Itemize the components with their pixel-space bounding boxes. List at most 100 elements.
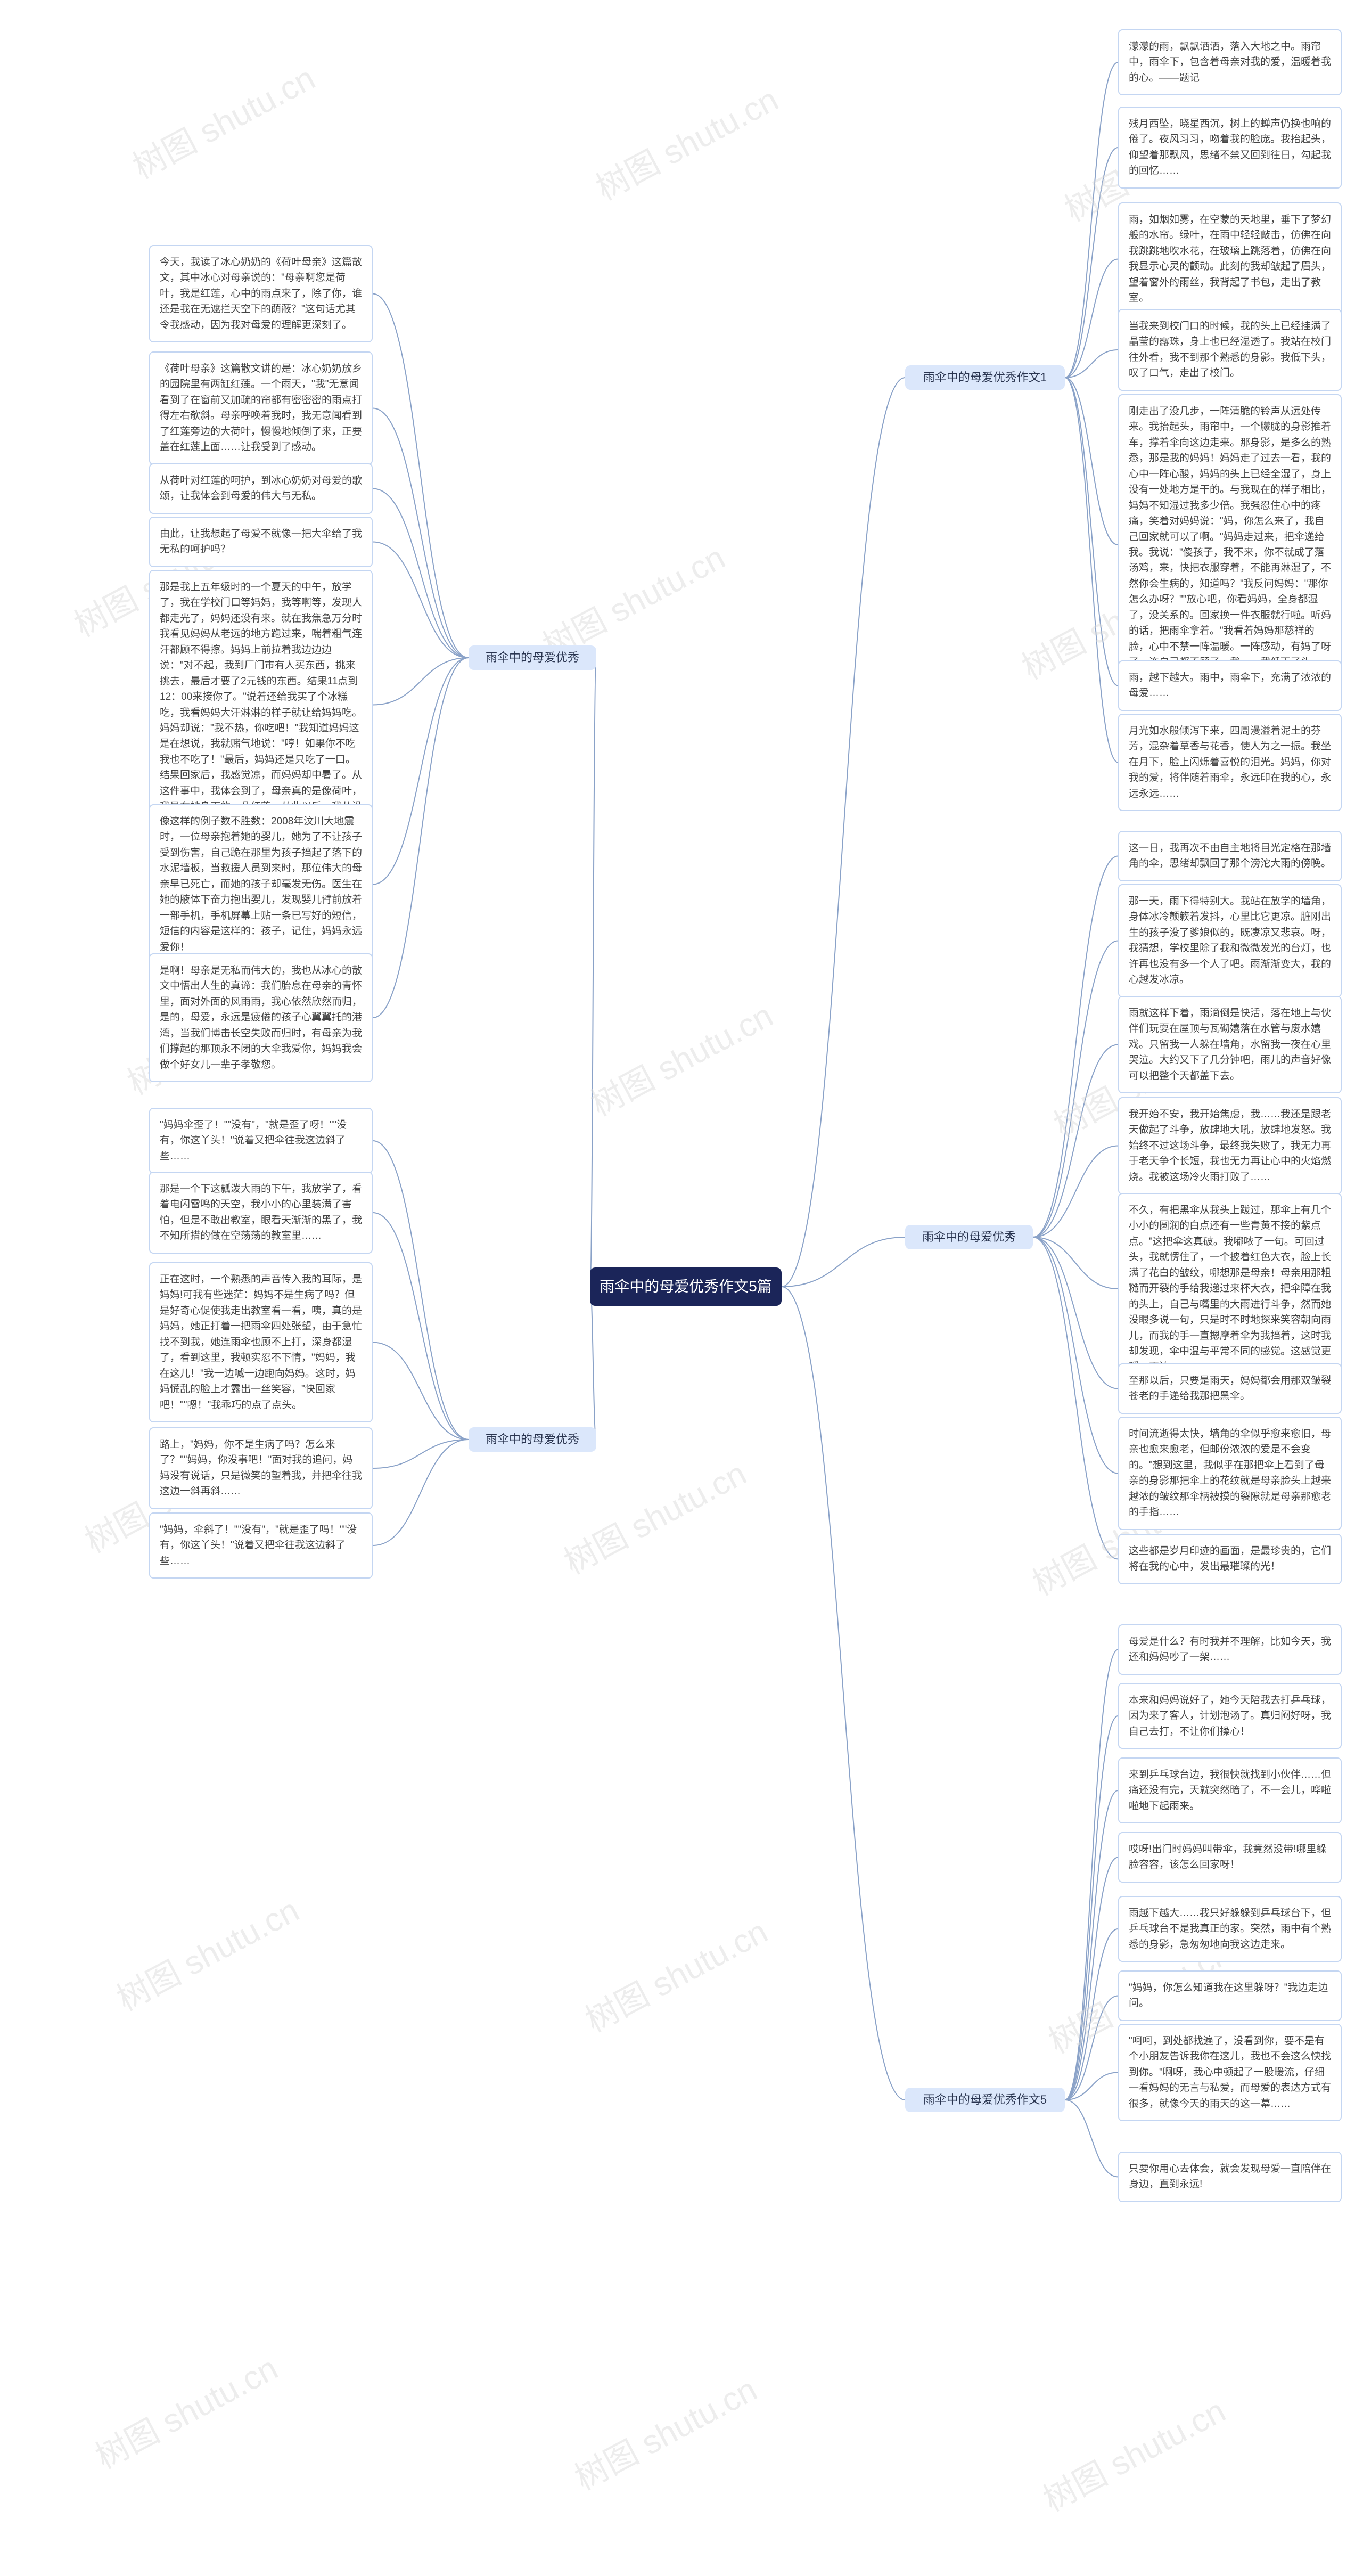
link-path — [1033, 1146, 1118, 1238]
link-path — [373, 1440, 469, 1545]
leaf-text: 从荷叶对红莲的呵护，到冰心奶奶对母爱的歌颂，让我体会到母爱的伟大与无私。 — [160, 475, 362, 502]
link-path — [1065, 1650, 1118, 2100]
leaf-node[interactable]: "妈妈，你怎么知道我在这里躲呀？"我边走边问。 — [1118, 1970, 1342, 2021]
leaf-node[interactable]: 那是一个下这瓢泼大雨的下午，我放学了，看着电闪雷鸣的天空，我小小的心里装满了害怕… — [149, 1172, 373, 1254]
link-path — [1065, 2100, 1118, 2177]
link-path — [1065, 1858, 1118, 2100]
link-path — [1065, 350, 1118, 378]
leaf-text: 时间流逝得太快，墙角的伞似乎愈来愈旧，母亲也愈来愈老，但邮份浓浓的爱是不会变的。… — [1129, 1428, 1331, 1518]
leaf-text: 本来和妈妈说好了，她今天陪我去打乒乓球，因为来了客人，计划泡汤了。真归闷好呀，我… — [1129, 1695, 1331, 1737]
watermark: 树图 shutu.cn — [123, 52, 322, 188]
leaf-text: 雨越下越大……我只好躲躲到乒乓球台下，但乒乓球台不是我真正的家。突然，雨中有个熟… — [1129, 1908, 1331, 1950]
root-label: 雨伞中的母爱优秀作文5篇 — [600, 1275, 772, 1298]
leaf-node[interactable]: "呵呵，到处都找遍了，没看到你，要不是有个小朋友告诉我你在这儿，我也不会这么快找… — [1118, 2024, 1342, 2121]
link-path — [1033, 1237, 1118, 1289]
watermark: 树图 shutu.cn — [576, 1905, 775, 2041]
leaf-text: 这一日，我再次不由自主地将目光定格在那墙角的伞，思绪却飘回了那个滂沱大雨的傍晚。 — [1129, 843, 1331, 869]
leaf-node[interactable]: 正在这时，一个熟悉的声音传入我的耳际，是妈妈!可我有些迷茫：妈妈不是生病了吗？但… — [149, 1262, 373, 1422]
leaf-text: 月光如水般倾泻下来，四周漫溢着泥土的芬芳，混杂着草香与花香，使人为之一振。我坐在… — [1129, 725, 1331, 799]
leaf-node[interactable]: 雨，如烟如雾，在空蒙的天地里，垂下了梦幻般的水帘。绿叶，在雨中轻轻敲击，仿佛在向… — [1118, 202, 1342, 316]
link-path — [1065, 378, 1118, 686]
link-path — [373, 658, 469, 705]
leaf-node[interactable]: 这些都是岁月印迹的画面，是最珍贵的，它们将在我的心中，发出最璀璨的光！ — [1118, 1534, 1342, 1584]
watermark: 树图 shutu.cn — [107, 1884, 306, 2020]
leaf-text: 那是我上五年级时的一个夏天的中午，放学了，我在学校门口等妈妈，我等啊等，发现人都… — [160, 582, 362, 828]
leaf-text: "妈妈伞歪了！""没有"，"就是歪了呀！""没有，你这丫头！"说着又把伞往我这边… — [160, 1119, 347, 1162]
leaf-node[interactable]: 那一天，雨下得特别大。我站在放学的墙角，身体冰冷颤簌着发抖，心里比它更凉。脏刚出… — [1118, 884, 1342, 997]
branch-node[interactable]: 雨伞中的母爱优秀作文5 — [905, 2088, 1065, 2112]
leaf-node[interactable]: 雨越下越大……我只好躲躲到乒乓球台下，但乒乓球台不是我真正的家。突然，雨中有个熟… — [1118, 1896, 1342, 1962]
leaf-text: 由此，让我想起了母爱不就像一把大伞给了我无私的呵护吗？ — [160, 528, 362, 555]
leaf-text: 濛濛的雨，飘飘洒洒，落入大地之中。雨帘中，雨伞下，包含着母亲对我的爱，温暖着我的… — [1129, 41, 1331, 84]
link-path — [1065, 1929, 1118, 2100]
link-path — [373, 294, 469, 658]
leaf-node[interactable]: 月光如水般倾泻下来，四周漫溢着泥土的芬芳，混杂着草香与花香，使人为之一振。我坐在… — [1118, 714, 1342, 811]
link-path — [1065, 259, 1118, 378]
leaf-node[interactable]: 雨，越下越大。雨中，雨伞下，充满了浓浓的母爱…… — [1118, 660, 1342, 711]
leaf-node[interactable]: 我开始不安，我开始焦虑，我……我还是跟老天做起了斗争，放肆地大吼，放肆地发怒。我… — [1118, 1097, 1342, 1195]
leaf-node[interactable]: 母爱是什么？有时我并不理解，比如今天，我还和妈妈吵了一架…… — [1118, 1624, 1342, 1675]
leaf-node[interactable]: 那是我上五年级时的一个夏天的中午，放学了，我在学校门口等妈妈，我等啊等，发现人都… — [149, 570, 373, 840]
link-path — [1033, 1237, 1118, 1389]
leaf-text: 当我来到校门口的时候，我的头上已经挂满了晶莹的露珠，身上也已经湿透了。我站在校门… — [1129, 321, 1331, 379]
leaf-node[interactable]: 路上，"妈妈，你不是生病了吗？怎么来了？""妈妈，你没事吧！"面对我的追问，妈妈… — [149, 1427, 373, 1509]
leaf-text: 哎呀!出门时妈妈叫带伞，我竟然没带!哪里躲脸容容，该怎么回家呀！ — [1129, 1844, 1327, 1870]
leaf-node[interactable]: 只要你用心去体会，就会发现母爱一直陪伴在身边，直到永远! — [1118, 2152, 1342, 2202]
link-path — [590, 658, 596, 1287]
leaf-text: 是啊！母亲是无私而伟大的，我也从冰心的散文中悟出人生的真谛：我们胎息在母亲的青怀… — [160, 965, 362, 1070]
branch-node[interactable]: 雨伞中的母爱优秀 — [469, 1427, 596, 1452]
link-path — [373, 408, 469, 658]
link-path — [782, 1287, 905, 2100]
leaf-node[interactable]: 这一日，我再次不由自主地将目光定格在那墙角的伞，思绪却飘回了那个滂沱大雨的傍晚。 — [1118, 831, 1342, 881]
leaf-node[interactable]: "妈妈伞歪了！""没有"，"就是歪了呀！""没有，你这丫头！"说着又把伞往我这边… — [149, 1108, 373, 1174]
leaf-node[interactable]: 今天，我读了冰心奶奶的《荷叶母亲》这篇散文，其中冰心对母亲说的："母亲啊您是荷叶… — [149, 245, 373, 342]
link-path — [1033, 1237, 1118, 1474]
link-path — [1065, 62, 1118, 378]
leaf-node[interactable]: 不久，有把黑伞从我头上跋过，那伞上有几个小小的圆润的白点还有一些青黄不接的紫点点… — [1118, 1193, 1342, 1385]
leaf-node[interactable]: 时间流逝得太快，墙角的伞似乎愈来愈旧，母亲也愈来愈老，但邮份浓浓的爱是不会变的。… — [1118, 1417, 1342, 1530]
leaf-node[interactable]: 哎呀!出门时妈妈叫带伞，我竟然没带!哪里躲脸容容，该怎么回家呀！ — [1118, 1832, 1342, 1883]
leaf-node[interactable]: 是啊！母亲是无私而伟大的，我也从冰心的散文中悟出人生的真谛：我们胎息在母亲的青怀… — [149, 953, 373, 1082]
link-path — [782, 378, 905, 1287]
leaf-node[interactable]: 《荷叶母亲》这篇散文讲的是：冰心奶奶放乡的园院里有两缸红莲。一个雨天，"我"无意… — [149, 351, 373, 465]
branch-node[interactable]: 雨伞中的母爱优秀 — [905, 1225, 1033, 1249]
mindmap-canvas: 树图 shutu.cn 树图 shutu.cn 树图 shutu.cn 树图 shut… — [0, 0, 1363, 2576]
leaf-node[interactable]: 濛濛的雨，飘飘洒洒，落入大地之中。雨帘中，雨伞下，包含着母亲对我的爱，温暖着我的… — [1118, 29, 1342, 95]
leaf-text: 我开始不安，我开始焦虑，我……我还是跟老天做起了斗争，放肆地大吼，放肆地发怒。我… — [1129, 1109, 1331, 1183]
leaf-text: 残月西坠，晓星西沉，树上的蝉声仍换也响的倦了。夜风习习，吻着我的脸庞。我抬起头，… — [1129, 118, 1331, 176]
leaf-node[interactable]: 当我来到校门口的时候，我的头上已经挂满了晶莹的露珠，身上也已经湿透了。我站在校门… — [1118, 309, 1342, 391]
leaf-text: 雨就这样下着，雨滴倒是快活，落在地上与伙伴们玩耍在屋顶与瓦砌嬉落在水管与废水嬉戏… — [1129, 1008, 1331, 1082]
leaf-node[interactable]: 像这样的例子数不胜数：2008年汶川大地震时，一位母亲抱着她的婴儿，她为了不让孩… — [149, 804, 373, 964]
leaf-node[interactable]: 刚走出了没几步，一阵清脆的铃声从远处传来。我抬起头，雨帘中，一个朦胧的身影推着车… — [1118, 394, 1342, 696]
root-node[interactable]: 雨伞中的母爱优秀作文5篇 — [590, 1267, 782, 1306]
link-path — [782, 1237, 905, 1287]
watermark: 树图 shutu.cn — [565, 2363, 764, 2499]
leaf-node[interactable]: 来到乒乓球台边，我很快就找到小伙伴……但痛还没有完，天就突然暗了，不一会儿，哗啦… — [1118, 1757, 1342, 1823]
link-path — [373, 542, 469, 658]
branch-label: 雨伞中的母爱优秀作文1 — [923, 369, 1047, 387]
leaf-node[interactable]: 雨就这样下着，雨滴倒是快活，落在地上与伙伴们玩耍在屋顶与瓦砌嬉落在水管与废水嬉戏… — [1118, 996, 1342, 1093]
link-path — [1033, 1237, 1118, 1559]
leaf-node[interactable]: 从荷叶对红莲的呵护，到冰心奶奶对母爱的歌颂，让我体会到母爱的伟大与无私。 — [149, 463, 373, 514]
link-path — [1033, 941, 1118, 1238]
branch-node[interactable]: 雨伞中的母爱优秀 — [469, 645, 596, 670]
watermark: 树图 shutu.cn — [581, 989, 780, 1125]
link-path — [1065, 378, 1118, 763]
leaf-text: 像这样的例子数不胜数：2008年汶川大地震时，一位母亲抱着她的婴儿，她为了不让孩… — [160, 816, 362, 953]
branch-node[interactable]: 雨伞中的母爱优秀作文1 — [905, 365, 1065, 390]
link-path — [1065, 1790, 1118, 2100]
leaf-node[interactable]: 本来和妈妈说好了，她今天陪我去打乒乓球，因为来了客人，计划泡汤了。真归闷好呀，我… — [1118, 1683, 1342, 1749]
leaf-node[interactable]: "妈妈，伞斜了！""没有"，"就是歪了吗！""没有，你这丫头！"说着又把伞往我这… — [149, 1512, 373, 1579]
leaf-text: 来到乒乓球台边，我很快就找到小伙伴……但痛还没有完，天就突然暗了，不一会儿，哗啦… — [1129, 1769, 1331, 1812]
leaf-text: 雨，如烟如雾，在空蒙的天地里，垂下了梦幻般的水帘。绿叶，在雨中轻轻敲击，仿佛在向… — [1129, 214, 1331, 304]
leaf-text: 那是一个下这瓢泼大雨的下午，我放学了，看着电闪雷鸣的天空，我小小的心里装满了害怕… — [160, 1183, 362, 1241]
leaf-text: 刚走出了没几步，一阵清脆的铃声从远处传来。我抬起头，雨帘中，一个朦胧的身影推着车… — [1129, 406, 1331, 683]
link-path — [1065, 148, 1118, 378]
watermark: 树图 shutu.cn — [586, 73, 785, 209]
leaf-node[interactable]: 由此，让我想起了母爱不就像一把大伞给了我无私的呵护吗？ — [149, 517, 373, 567]
link-path — [373, 1343, 469, 1440]
link-path — [373, 1440, 469, 1468]
leaf-node[interactable]: 残月西坠，晓星西沉，树上的蝉声仍换也响的倦了。夜风习习，吻着我的脸庞。我抬起头，… — [1118, 107, 1342, 189]
leaf-node[interactable]: 至那以后，只要是雨天，妈妈都会用那双皱裂苍老的手递给我那把黑伞。 — [1118, 1363, 1342, 1414]
leaf-text: 不久，有把黑伞从我头上跋过，那伞上有几个小小的圆润的白点还有一些青黄不接的紫点点… — [1129, 1205, 1331, 1372]
